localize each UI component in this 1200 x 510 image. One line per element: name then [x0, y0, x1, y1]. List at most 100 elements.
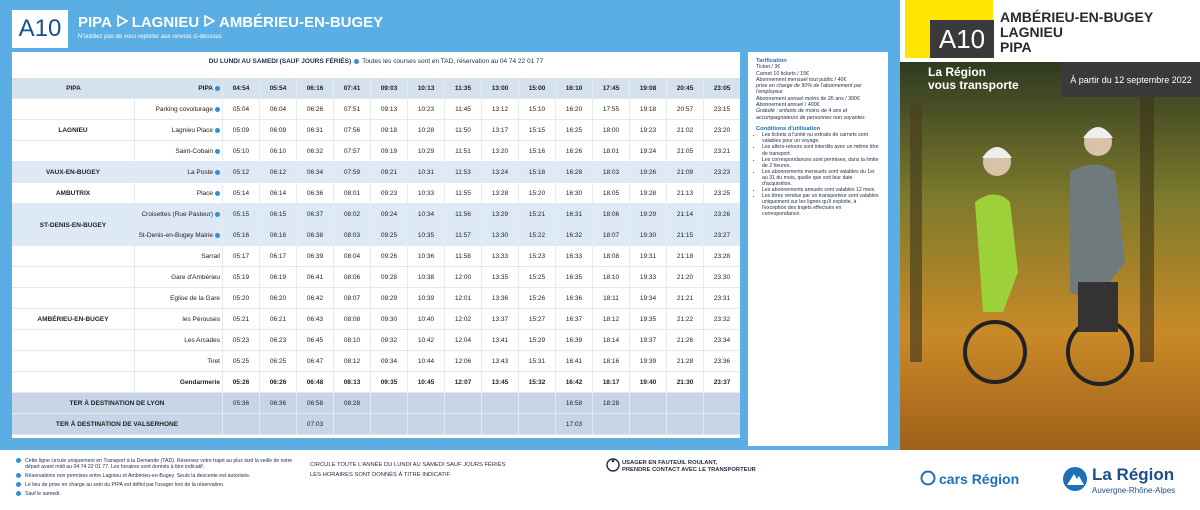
- time-cell: 21:18: [666, 246, 703, 267]
- info-icon: [215, 148, 220, 154]
- time-cell: 13:45: [481, 372, 518, 393]
- time-cell: [370, 414, 407, 435]
- time-cell: 06:32: [296, 141, 333, 162]
- time-cell: 07:59: [333, 162, 370, 183]
- time-cell: 18:01: [592, 141, 629, 162]
- time-cell: 18:17: [592, 372, 629, 393]
- time-cell: 06:39: [296, 246, 333, 267]
- time-cell: 06:48: [296, 372, 333, 393]
- footer: Cette ligne circule uniquement en Transp…: [0, 450, 900, 510]
- time-cell: 06:38: [296, 225, 333, 246]
- time-cell: 06:23: [259, 330, 296, 351]
- time-cell: 09:29: [370, 288, 407, 309]
- time-cell: [703, 393, 740, 414]
- time-cell: 11:53: [444, 162, 481, 183]
- time-cell: [481, 393, 518, 414]
- time-cell: 05:36: [222, 393, 259, 414]
- time-cell: 21:22: [666, 309, 703, 330]
- cover-stop: LAGNIEU: [1000, 24, 1063, 40]
- time-cell: 23:15: [703, 99, 740, 120]
- time-cell: [444, 414, 481, 435]
- time-cell: 15:31: [518, 351, 555, 372]
- time-cell: 23:27: [703, 225, 740, 246]
- time-cell: 13:41: [481, 330, 518, 351]
- time-cell: 21:28: [666, 351, 703, 372]
- time-cell: 06:21: [259, 309, 296, 330]
- stop: PIPA: [135, 78, 220, 99]
- timetable: DU LUNDI AU SAMEDI (SAUF JOURS FÉRIÉS) To…: [12, 52, 740, 438]
- time-cell: 21:30: [666, 372, 703, 393]
- time-cell: 12:02: [444, 309, 481, 330]
- time-cell: 16:33: [555, 246, 592, 267]
- time-cell: 21:21: [666, 288, 703, 309]
- stop: les Pérouses: [182, 316, 220, 323]
- time-cell: 08:12: [333, 351, 370, 372]
- time-cell: 11:51: [444, 141, 481, 162]
- time-cell: 04:54: [222, 78, 259, 99]
- time-cell: 06:45: [296, 330, 333, 351]
- info-icon: [215, 232, 220, 238]
- time-cell: 05:04: [222, 99, 259, 120]
- time-cell: 06:19: [259, 267, 296, 288]
- time-cell: 18:07: [592, 225, 629, 246]
- time-cell: 08:03: [333, 225, 370, 246]
- time-cell: 16:35: [555, 267, 592, 288]
- time-cell: 11:35: [444, 78, 481, 99]
- stop-row: [12, 99, 740, 120]
- time-cell: 13:36: [481, 288, 518, 309]
- time-cell: 18:12: [592, 309, 629, 330]
- note: Sauf le samedi.: [16, 491, 296, 497]
- time-cell: 06:14: [259, 183, 296, 204]
- time-cell: 16:41: [555, 351, 592, 372]
- time-cell: 18:03: [592, 162, 629, 183]
- time-cell: 16:58: [555, 393, 592, 414]
- ter-row: [12, 414, 740, 435]
- time-cell: 11:45: [444, 99, 481, 120]
- time-cell: 10:36: [407, 246, 444, 267]
- time-cell: 12:07: [444, 372, 481, 393]
- time-cell: 16:42: [555, 372, 592, 393]
- time-cell: 19:34: [629, 288, 666, 309]
- arrow: [116, 14, 129, 28]
- time-cell: [333, 414, 370, 435]
- time-cell: 08:06: [333, 267, 370, 288]
- wheelchair-line: PRENDRE CONTACT AVEC LE TRANSPORTEUR: [622, 467, 756, 473]
- time-cell: 18:05: [592, 183, 629, 204]
- slogan-line: vous transporte: [928, 78, 1019, 92]
- time-cell: [518, 393, 555, 414]
- time-cell: 15:27: [518, 309, 555, 330]
- time-cell: 23:26: [703, 204, 740, 225]
- time-cell: 05:19: [222, 267, 259, 288]
- wheelchair-icon: [606, 458, 620, 472]
- time-cell: 08:13: [333, 372, 370, 393]
- time-cell: 08:07: [333, 288, 370, 309]
- time-cell: 05:25: [222, 351, 259, 372]
- time-cell: 06:42: [296, 288, 333, 309]
- time-cell: 17:55: [592, 99, 629, 120]
- time-cell: 19:23: [629, 120, 666, 141]
- time-cell: 06:34: [296, 162, 333, 183]
- time-cell: 09:34: [370, 351, 407, 372]
- time-cell: 12:01: [444, 288, 481, 309]
- time-cell: [629, 414, 666, 435]
- time-cell: 08:28: [333, 393, 370, 414]
- time-cell: 18:28: [592, 393, 629, 414]
- stop: Tiret: [207, 358, 220, 365]
- stop-row: [12, 120, 740, 141]
- commune: PIPA: [66, 85, 81, 92]
- time-cell: 15:26: [518, 288, 555, 309]
- time-cell: 09:24: [370, 204, 407, 225]
- time-cell: [370, 393, 407, 414]
- route-note: N'oubliez pas de vous reporter aux renvo…: [78, 34, 222, 40]
- time-cell: 07:51: [333, 99, 370, 120]
- time-cell: 23:05: [703, 78, 740, 99]
- wheelchair-info: USAGER EN FAUTEUIL ROULANT, PRENDRE CONT…: [622, 460, 756, 474]
- stop: Gendarmerie: [179, 379, 220, 386]
- note: Réservations non permises entre Lagnieu …: [16, 473, 296, 479]
- info-icon: [354, 58, 360, 64]
- commune: LAGNIEU: [12, 99, 135, 162]
- time-cell: 05:09: [222, 120, 259, 141]
- time-cell: 10:44: [407, 351, 444, 372]
- time-cell: [407, 414, 444, 435]
- cars-logo-icon: [920, 470, 936, 486]
